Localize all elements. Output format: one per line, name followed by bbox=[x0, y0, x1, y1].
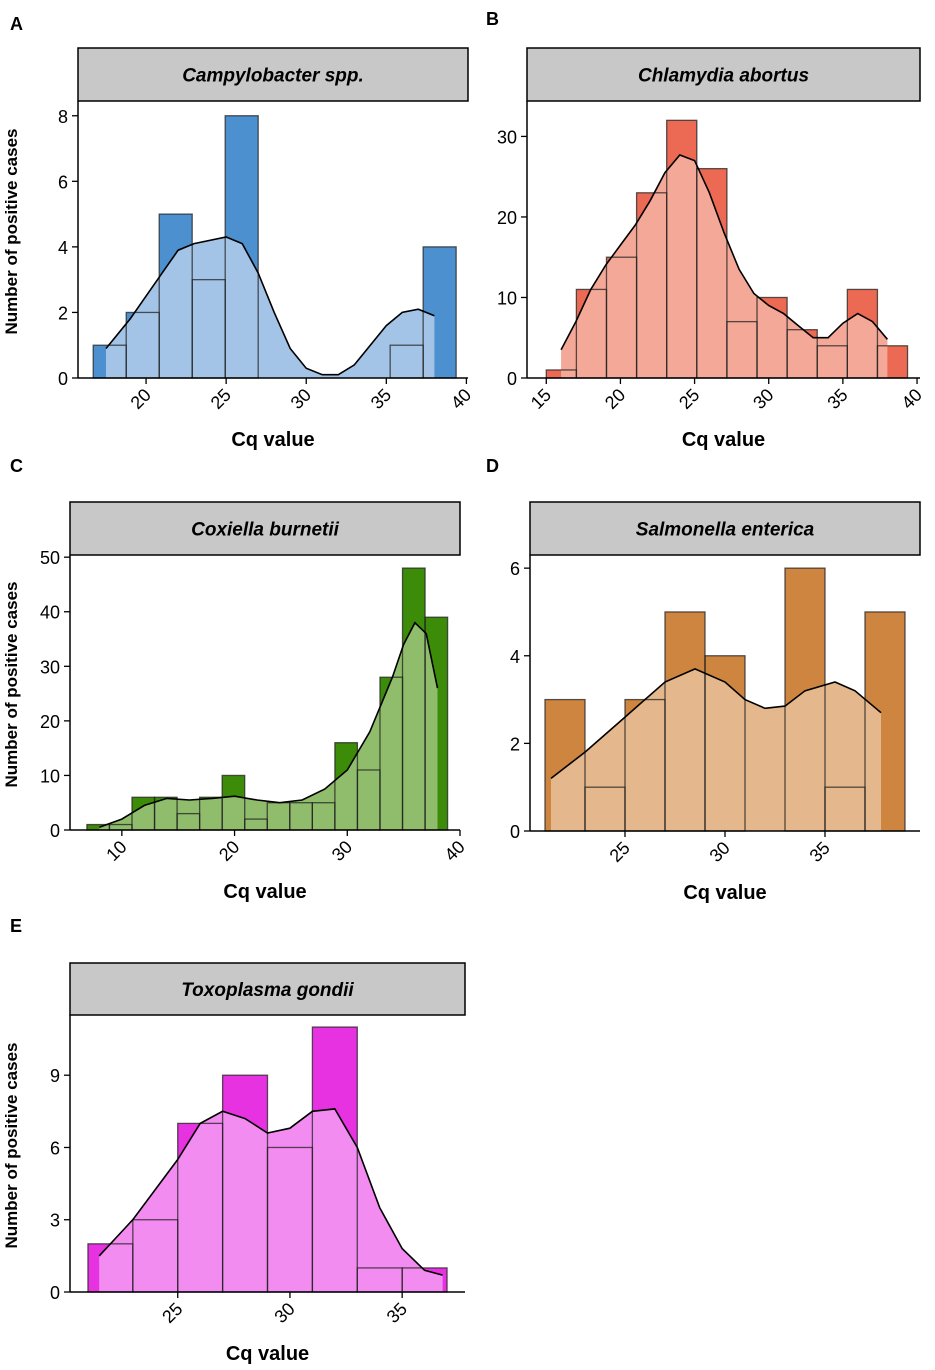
strip-title: Salmonella enterica bbox=[636, 520, 815, 541]
kde-area bbox=[551, 668, 881, 831]
x-tick-label: 40 bbox=[441, 837, 469, 865]
x-tick-label: 25 bbox=[158, 1299, 186, 1327]
x-tick-label: 15 bbox=[527, 385, 555, 413]
kde-line bbox=[550, 668, 882, 780]
y-tick-label: 8 bbox=[58, 107, 68, 127]
kde-line bbox=[105, 236, 435, 376]
y-axis-label: Number of positive cases bbox=[2, 129, 21, 335]
x-tick-label: 30 bbox=[749, 385, 777, 413]
strip bbox=[69, 962, 466, 1016]
y-tick-label: 3 bbox=[50, 1211, 60, 1231]
kde-area bbox=[99, 1108, 443, 1292]
y-tick-label: 6 bbox=[510, 559, 520, 579]
kde-line bbox=[98, 1108, 443, 1276]
x-tick-label: 40 bbox=[447, 385, 475, 413]
y-axis-label: Number of positive cases bbox=[2, 582, 21, 788]
x-tick-label: 35 bbox=[383, 1299, 411, 1327]
y-axis-label: Number of positive cases bbox=[2, 1043, 21, 1249]
x-tick-label: 10 bbox=[102, 837, 130, 865]
x-tick-label: 30 bbox=[287, 385, 315, 413]
y-tick-label: 0 bbox=[50, 821, 60, 841]
x-tick-label: 25 bbox=[675, 385, 703, 413]
y-tick-label: 0 bbox=[507, 369, 517, 389]
panel-label: A bbox=[10, 14, 23, 34]
y-tick-label: 4 bbox=[510, 647, 520, 667]
y-tick-label: 9 bbox=[50, 1066, 60, 1086]
x-tick-label: 40 bbox=[898, 385, 926, 413]
x-tick-label: 35 bbox=[806, 838, 834, 866]
x-axis-label: Cq value bbox=[683, 882, 766, 904]
x-tick-label: 20 bbox=[127, 385, 155, 413]
y-tick-label: 2 bbox=[510, 734, 520, 754]
y-tick-label: 30 bbox=[497, 127, 517, 147]
y-tick-label: 20 bbox=[497, 208, 517, 228]
x-axis-label: Cq value bbox=[231, 429, 314, 451]
strip bbox=[526, 47, 921, 102]
kde-area bbox=[106, 237, 435, 378]
y-tick-label: 20 bbox=[40, 712, 60, 732]
x-tick-label: 35 bbox=[367, 385, 395, 413]
x-tick-label: 30 bbox=[706, 838, 734, 866]
y-tick-label: 10 bbox=[497, 288, 517, 308]
x-tick-label: 25 bbox=[606, 838, 634, 866]
y-tick-label: 6 bbox=[58, 172, 68, 192]
x-tick-label: 35 bbox=[823, 385, 851, 413]
strip-title: Toxoplasma gondii bbox=[181, 980, 354, 1001]
x-axis-label: Cq value bbox=[682, 429, 765, 451]
y-tick-label: 50 bbox=[40, 548, 60, 568]
x-tick-label: 25 bbox=[207, 385, 235, 413]
panel-label: E bbox=[10, 916, 22, 936]
kde-area bbox=[561, 155, 888, 378]
x-axis-label: Cq value bbox=[226, 1343, 309, 1365]
y-tick-label: 40 bbox=[40, 603, 60, 623]
x-tick-label: 20 bbox=[601, 385, 629, 413]
panel-label: C bbox=[10, 456, 23, 476]
strip-title: Campylobacter spp. bbox=[182, 66, 364, 87]
y-tick-label: 0 bbox=[58, 369, 68, 389]
kde-line bbox=[99, 621, 439, 829]
x-tick-label: 20 bbox=[215, 837, 243, 865]
y-tick-label: 2 bbox=[58, 303, 68, 323]
strip-title: Coxiella burnetii bbox=[191, 520, 340, 541]
x-tick-label: 30 bbox=[328, 837, 356, 865]
panel-label: D bbox=[486, 456, 499, 476]
strip bbox=[77, 47, 469, 102]
panel-label: B bbox=[486, 9, 499, 29]
x-axis-label: Cq value bbox=[223, 881, 306, 903]
kde-line bbox=[560, 154, 889, 351]
strip bbox=[529, 501, 921, 556]
y-tick-label: 0 bbox=[50, 1283, 60, 1303]
strip-title: Chlamydia abortus bbox=[638, 66, 809, 87]
y-tick-label: 6 bbox=[50, 1138, 60, 1158]
strip bbox=[69, 501, 461, 556]
bar bbox=[86, 824, 110, 830]
kde-area bbox=[99, 622, 438, 830]
y-tick-label: 10 bbox=[40, 766, 60, 786]
y-tick-label: 0 bbox=[510, 822, 520, 842]
y-tick-label: 30 bbox=[40, 657, 60, 677]
x-tick-label: 30 bbox=[270, 1299, 298, 1327]
y-tick-label: 4 bbox=[58, 238, 68, 258]
